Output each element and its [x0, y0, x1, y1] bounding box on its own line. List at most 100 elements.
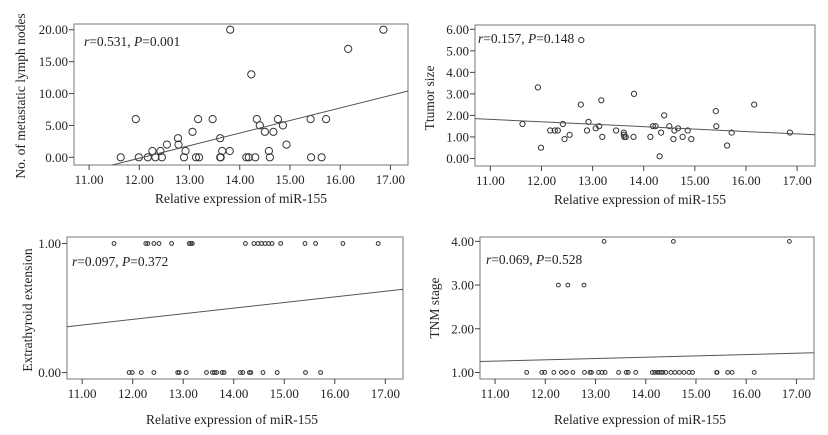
data-point: [729, 370, 735, 375]
data-point: [652, 123, 659, 130]
x-axis-title: Relative expression of miR-155: [146, 412, 318, 427]
x-tick-label: 12.00: [118, 386, 147, 401]
y-tick-label: 15.00: [39, 54, 68, 69]
x-tick-label: 17.00: [782, 386, 811, 401]
data-point: [269, 127, 278, 136]
y-axis-ticks: 0.00 1.00 2.00 3.00 4.00 5.00 6.00: [446, 22, 475, 166]
data-point: [649, 123, 657, 130]
chart-panel-tumor-size: 0.001.002.003.004.005.006.00 11.00 12.00 1…: [422, 22, 816, 207]
data-point: [539, 370, 545, 375]
data-point: [344, 44, 353, 54]
data-point: [677, 370, 682, 375]
data-point: [565, 282, 571, 288]
data-point: [559, 370, 564, 375]
data-point: [599, 370, 605, 375]
data-point: [157, 153, 166, 162]
data-point: [151, 241, 157, 246]
x-axis-title: Relative expression of miR-155: [155, 191, 327, 206]
data-point: [713, 123, 720, 130]
data-point: [524, 370, 530, 375]
data-point: [226, 25, 235, 34]
data-point: [143, 241, 149, 246]
data-point: [519, 120, 526, 128]
data-point: [623, 370, 629, 375]
x-tick-label: 15.00: [680, 173, 709, 188]
regression-line: [112, 90, 409, 166]
data-point: [244, 153, 253, 162]
data-point: [724, 142, 731, 149]
x-tick-label: 14.00: [631, 386, 660, 401]
data-point: [194, 115, 203, 124]
y-tick-label: 2.00: [446, 108, 469, 123]
x-axis-title: Relative expression of miR-155: [554, 192, 726, 207]
data-point: [751, 101, 758, 108]
data-point: [663, 370, 669, 375]
x-tick-label: 13.00: [578, 173, 607, 188]
x-tick-label: 17.00: [371, 386, 400, 401]
x-tick-label: 14.00: [219, 386, 248, 401]
data-point: [322, 115, 331, 124]
data-point: [679, 133, 686, 140]
data-point: [647, 133, 654, 140]
data-point: [282, 140, 291, 149]
data-point: [633, 370, 639, 375]
data-point: [243, 241, 248, 246]
x-tick-label: 17.00: [376, 172, 405, 187]
data-point: [186, 241, 192, 246]
data-point: [176, 370, 182, 375]
regression-line: [479, 352, 815, 363]
data-point: [340, 241, 346, 246]
data-point: [599, 133, 606, 140]
y-axis-ticks: 0.00 1.00: [38, 236, 67, 380]
data-point: [625, 370, 631, 375]
data-point: [260, 127, 269, 136]
p-value: =0.001: [142, 34, 180, 49]
x-tick-label: 16.00: [732, 386, 761, 401]
data-point: [129, 370, 135, 375]
data-point: [375, 241, 381, 246]
correlation-annotation: r=0.531, P=0.001: [84, 34, 180, 49]
y-tick-label: 10.00: [39, 86, 68, 101]
y-axis-title: TNM stage: [427, 277, 442, 338]
data-points: [111, 241, 381, 375]
data-point: [264, 146, 273, 156]
x-tick-label: 16.00: [320, 386, 349, 401]
data-point: [688, 136, 695, 143]
y-tick-label: 5.00: [45, 118, 68, 133]
x-axis-ticks: 11.00 12.00 13.00 14.00 15.00 16.00 17.00: [481, 379, 811, 401]
data-point: [671, 239, 676, 244]
p-value: =0.148: [536, 31, 574, 46]
data-point: [273, 115, 282, 124]
x-tick-label: 17.00: [782, 173, 811, 188]
p-symbol: P: [121, 254, 130, 269]
data-point: [195, 153, 204, 162]
data-point: [714, 370, 720, 375]
r-symbol: r: [84, 34, 90, 49]
data-point: [251, 153, 260, 162]
data-point: [616, 370, 621, 375]
y-tick-label: 20.00: [39, 22, 68, 37]
data-point: [658, 129, 665, 136]
data-point: [181, 146, 190, 156]
data-point: [583, 127, 591, 134]
y-tick-label: 6.00: [446, 22, 469, 37]
chart-panel-extrathyroid-extension: 0.001.00 11.00 12.00 13.00 14.00 15.00 16.00 1…: [20, 236, 404, 427]
data-points: [116, 25, 388, 162]
data-point: [564, 370, 569, 375]
data-point: [191, 153, 201, 162]
x-tick-label: 15.00: [270, 386, 299, 401]
data-point: [602, 370, 608, 375]
x-tick-label: 11.00: [75, 172, 104, 187]
data-point: [566, 131, 573, 138]
r-symbol: r: [486, 252, 492, 267]
data-point: [379, 25, 388, 34]
x-tick-label: 15.00: [275, 172, 304, 187]
data-point: [601, 239, 607, 244]
x-tick-label: 11.00: [476, 173, 505, 188]
x-tick-label: 12.00: [527, 173, 556, 188]
data-point: [786, 129, 794, 136]
data-point: [587, 370, 593, 375]
data-point: [596, 123, 603, 130]
r-value: =0.531,: [89, 34, 134, 49]
y-tick-label: 0.00: [45, 150, 68, 165]
